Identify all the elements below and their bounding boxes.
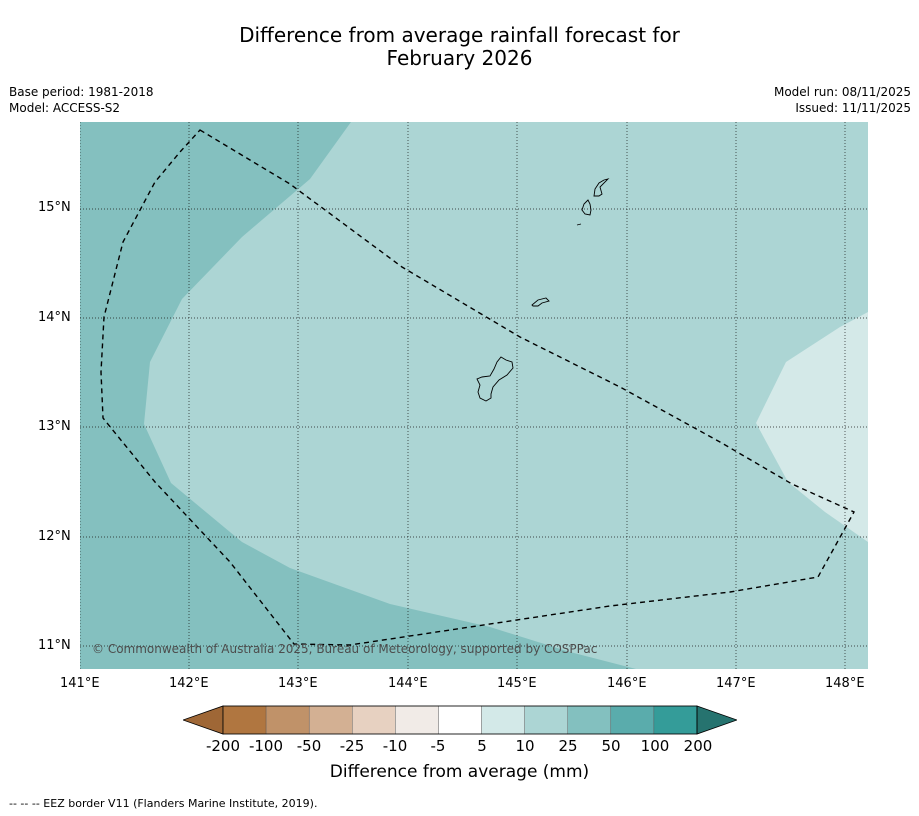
cb-label-minus-5: -5	[430, 737, 446, 755]
colorbar-cell	[265, 705, 310, 735]
model-run: Model run: 08/11/2025	[773, 85, 911, 99]
colorbar-cell	[481, 705, 525, 735]
lon-label-148e: 148°E	[825, 676, 865, 691]
cb-label-100: 100	[640, 737, 670, 755]
cb-label-minus-200: -200	[205, 737, 241, 755]
title-line-1: Difference from average rainfall forecas…	[239, 23, 680, 47]
lon-label-142e: 142°E	[169, 676, 209, 691]
colorbar-cell	[395, 705, 439, 735]
cb-label-minus-100: -100	[248, 737, 284, 755]
lat-label-15n: 15°N	[38, 200, 71, 215]
eez-footnote: -- -- -- EEZ border V11 (Flanders Marine…	[9, 797, 318, 810]
lon-label-147e: 147°E	[716, 676, 756, 691]
colorbar	[183, 705, 737, 735]
copyright-text: © Commonwealth of Australia 2025, Bureau…	[92, 642, 597, 656]
lat-label-13n: 13°N	[38, 419, 71, 434]
island-tinian	[581, 199, 592, 216]
colorbar-arrow-high	[696, 705, 737, 735]
colorbar-arrow-low	[183, 705, 224, 735]
island-saipan	[593, 178, 610, 197]
cb-label-50: 50	[601, 737, 621, 755]
island-aguijan	[576, 223, 582, 226]
title-line-2: February 2026	[386, 46, 533, 70]
lon-label-143e: 143°E	[278, 676, 318, 691]
island-rota	[531, 297, 550, 307]
colorbar-cell	[653, 705, 698, 735]
colorbar-cells	[183, 705, 737, 735]
lon-label-141e: 141°E	[60, 676, 100, 691]
island-guam	[476, 356, 514, 402]
cb-label-25: 25	[558, 737, 578, 755]
islands	[476, 178, 610, 402]
lat-label-14n: 14°N	[38, 310, 71, 325]
cb-label-minus-50: -50	[296, 737, 322, 755]
cb-label-5: 5	[477, 737, 487, 755]
lat-label-11n: 11°N	[38, 638, 71, 653]
colorbar-cell	[308, 705, 353, 735]
base-period: Base period: 1981-2018	[9, 85, 154, 99]
cb-label-200: 200	[683, 737, 713, 755]
zone-25-to-50	[144, 122, 868, 669]
colorbar-cell	[524, 705, 568, 735]
cb-label-minus-25: -25	[339, 737, 365, 755]
colorbar-cell	[352, 705, 396, 735]
eez-border	[100, 129, 855, 646]
model-name: Model: ACCESS-S2	[9, 101, 121, 115]
colorbar-cell	[222, 705, 267, 735]
cb-label-10: 10	[515, 737, 535, 755]
graticule	[80, 122, 868, 669]
lon-label-144e: 144°E	[388, 676, 428, 691]
colorbar-frame	[222, 705, 698, 735]
rainfall-map: © Commonwealth of Australia 2025, Bureau…	[80, 122, 868, 669]
lat-label-12n: 12°N	[38, 529, 71, 544]
lon-label-145e: 145°E	[497, 676, 537, 691]
colorbar-cell	[567, 705, 612, 735]
lon-label-146e: 146°E	[607, 676, 647, 691]
colorbar-cell	[438, 705, 482, 735]
cb-label-minus-10: -10	[382, 737, 408, 755]
colorbar-unit-label: Difference from average (mm)	[329, 762, 590, 782]
colorbar-cell	[610, 705, 655, 735]
issued-date: Issued: 11/11/2025	[795, 101, 911, 115]
